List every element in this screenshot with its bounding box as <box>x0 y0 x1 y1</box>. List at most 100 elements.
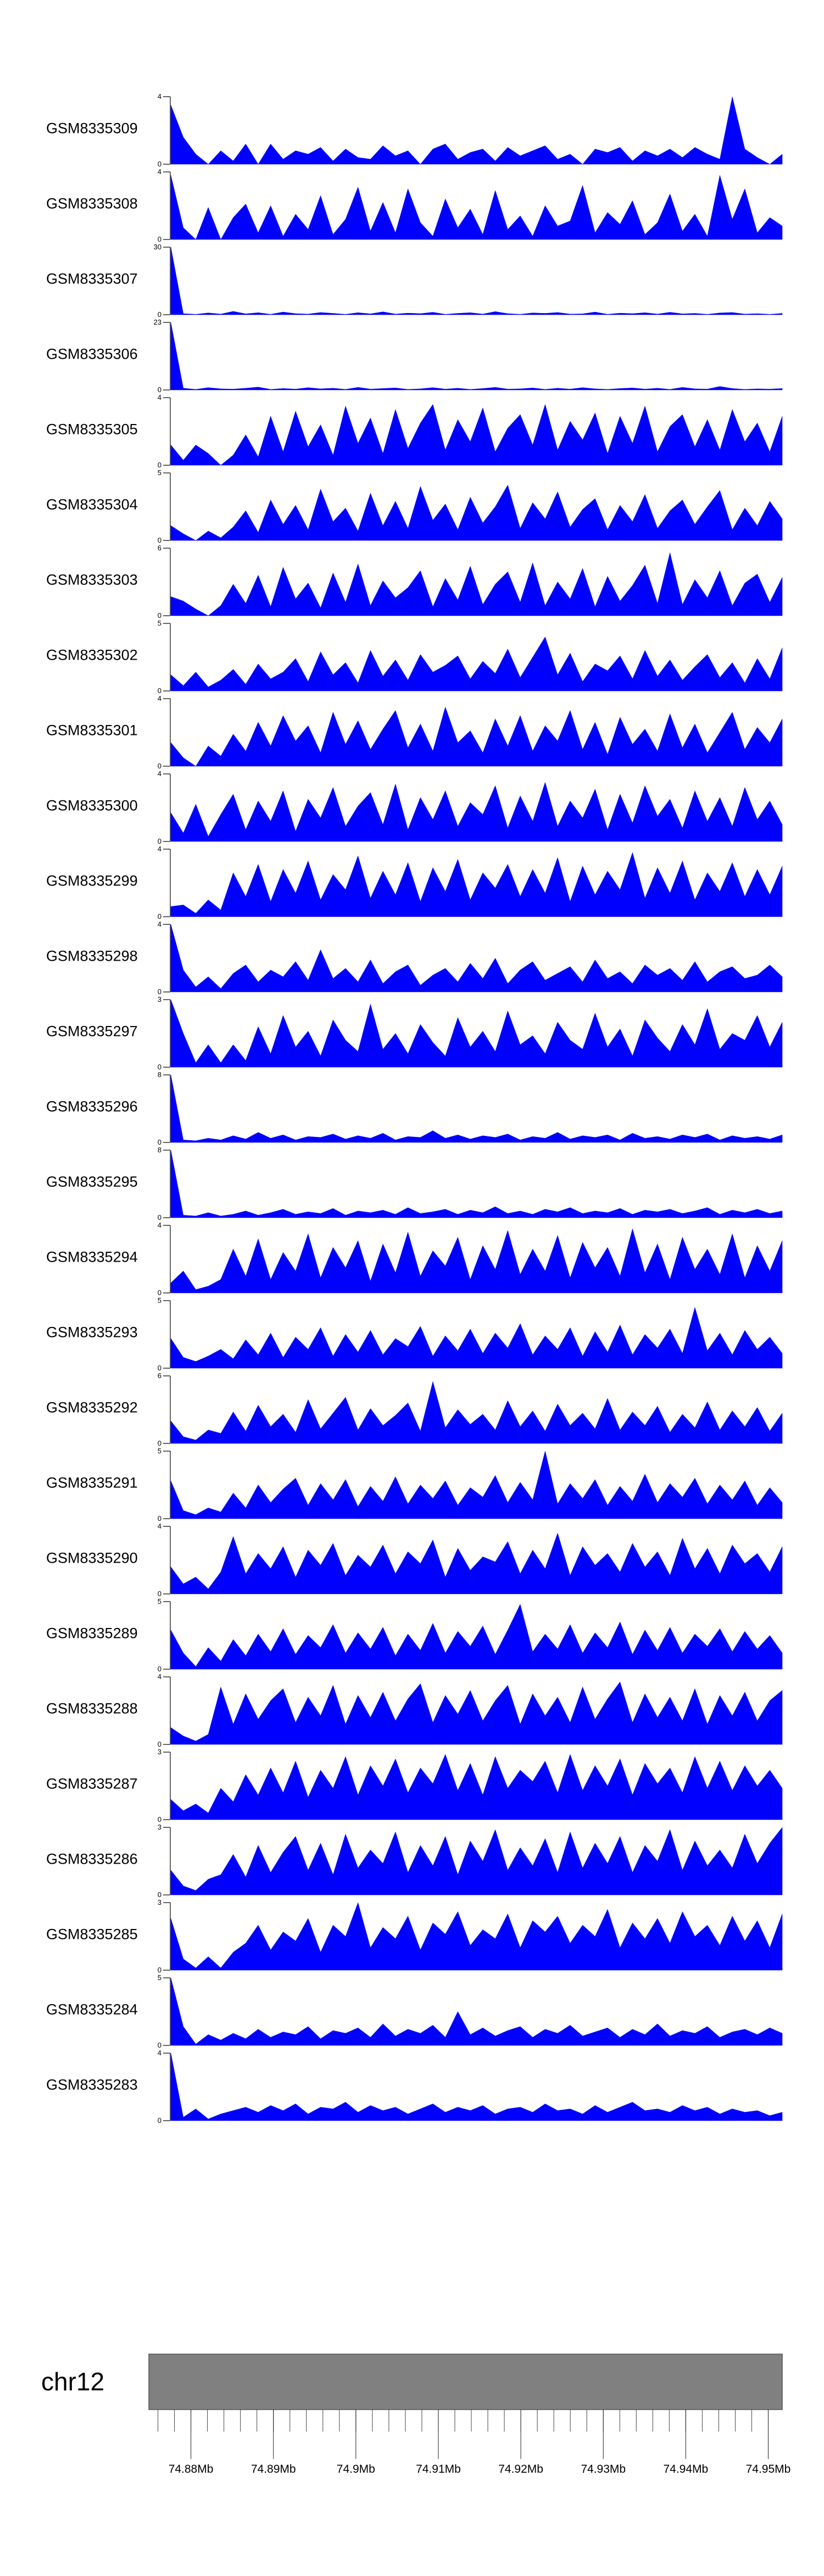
track-label: GSM8335300 <box>46 798 138 814</box>
signal-area <box>170 1228 783 1293</box>
track-label: GSM8335291 <box>46 1475 138 1491</box>
track-label: GSM8335305 <box>46 421 138 438</box>
y-min-label: 0 <box>158 1289 162 1297</box>
y-min-label: 0 <box>158 837 162 845</box>
signal-area <box>170 1754 783 1820</box>
y-max-label: 5 <box>158 1296 162 1304</box>
chromosome-label: chr12 <box>41 2367 104 2396</box>
y-min-label: 0 <box>158 1514 162 1523</box>
signal-area <box>170 999 783 1068</box>
y-min-label: 0 <box>158 235 162 243</box>
signal-area <box>170 1681 783 1745</box>
track-label: GSM8335287 <box>46 1776 138 1792</box>
signal-area <box>170 1902 783 1971</box>
track-GSM8335293: GSM8335293 5 0 <box>46 1296 783 1372</box>
signal-area <box>170 924 783 993</box>
signal-area <box>170 175 783 240</box>
y-max-label: 3 <box>158 995 162 1003</box>
y-max-label: 5 <box>158 619 162 627</box>
y-max-label: 6 <box>158 544 162 552</box>
track-GSM8335292: GSM8335292 6 0 <box>46 1371 783 1447</box>
signal-area <box>170 322 783 391</box>
y-min-label: 0 <box>158 1138 162 1146</box>
track-label: GSM8335289 <box>46 1625 138 1642</box>
track-GSM8335299: GSM8335299 4 0 <box>46 845 783 921</box>
track-GSM8335290: GSM8335290 4 0 <box>46 1522 783 1598</box>
y-max-label: 5 <box>158 1973 162 1982</box>
signal-area <box>170 1532 783 1594</box>
y-max-label: 4 <box>158 1221 162 1229</box>
y-max-label: 4 <box>158 770 162 778</box>
signal-area <box>170 96 783 165</box>
signal-area <box>170 1451 783 1519</box>
y-min-label: 0 <box>158 1740 162 1748</box>
y-min-label: 0 <box>158 1966 162 1974</box>
track-label: GSM8335306 <box>46 346 138 363</box>
signal-area <box>170 1977 783 2046</box>
y-min-label: 0 <box>158 536 162 544</box>
track-label: GSM8335298 <box>46 948 138 964</box>
y-max-label: 5 <box>158 469 162 477</box>
track-GSM8335298: GSM8335298 4 0 <box>46 920 783 996</box>
track-GSM8335306: GSM8335306 23 0 <box>46 318 783 394</box>
y-max-label: 3 <box>158 1898 162 1906</box>
track-label: GSM8335296 <box>46 1099 138 1115</box>
y-min-label: 0 <box>158 611 162 620</box>
y-max-label: 4 <box>158 1522 162 1530</box>
track-GSM8335295: GSM8335295 8 0 <box>46 1146 783 1222</box>
track-label: GSM8335285 <box>46 1926 138 1943</box>
y-max-label: 4 <box>158 92 162 101</box>
signal-area <box>170 404 783 466</box>
track-GSM8335289: GSM8335289 5 0 <box>46 1597 783 1673</box>
x-tick-label: 74.9Mb <box>337 2463 375 2475</box>
y-min-label: 0 <box>158 2041 162 2049</box>
y-min-label: 0 <box>158 1364 162 1372</box>
y-max-label: 23 <box>154 318 162 326</box>
track-label: GSM8335297 <box>46 1023 138 1040</box>
y-max-label: 4 <box>158 1672 162 1681</box>
x-tick-label: 74.93Mb <box>581 2463 626 2475</box>
track-label: GSM8335299 <box>46 873 138 889</box>
track-label: GSM8335294 <box>46 1249 138 1265</box>
signal-area <box>170 1307 783 1369</box>
signal-area <box>170 1604 783 1670</box>
signal-area <box>170 1074 783 1143</box>
signal-area <box>170 2053 783 2121</box>
y-min-label: 0 <box>158 1439 162 1447</box>
signal-area <box>170 852 783 917</box>
y-max-label: 4 <box>158 2049 162 2057</box>
chromosome-axis: chr12 74.88Mb 74.89Mb 74.9Mb 74.91Mb 74.92Mb 7… <box>41 2354 790 2475</box>
y-min-label: 0 <box>158 1815 162 1824</box>
track-GSM8335294: GSM8335294 4 0 <box>46 1221 783 1297</box>
y-max-label: 5 <box>158 1447 162 1455</box>
track-GSM8335308: GSM8335308 4 0 <box>46 168 783 243</box>
signal-area <box>170 637 783 692</box>
track-GSM8335305: GSM8335305 4 0 <box>46 393 783 469</box>
track-GSM8335283: GSM8335283 4 0 <box>46 2049 783 2125</box>
track-label: GSM8335309 <box>46 120 138 137</box>
track-GSM8335297: GSM8335297 3 0 <box>46 995 783 1071</box>
y-min-label: 0 <box>158 912 162 921</box>
track-label: GSM8335290 <box>46 1550 138 1566</box>
x-tick-label: 74.94Mb <box>663 2463 708 2475</box>
y-max-label: 3 <box>158 1823 162 1831</box>
y-max-label: 4 <box>158 168 162 176</box>
signal-area <box>170 1827 783 1895</box>
track-GSM8335301: GSM8335301 4 0 <box>46 694 783 770</box>
signal-area <box>170 247 783 315</box>
track-GSM8335286: GSM8335286 3 0 <box>46 1823 783 1899</box>
y-max-label: 8 <box>158 1146 162 1154</box>
track-GSM8335302: GSM8335302 5 0 <box>46 619 783 695</box>
y-min-label: 0 <box>158 1213 162 1222</box>
track-label: GSM8335304 <box>46 497 138 513</box>
track-GSM8335300: GSM8335300 4 0 <box>46 770 783 845</box>
y-max-label: 3 <box>158 1748 162 1756</box>
y-max-label: 30 <box>154 243 162 251</box>
track-label: GSM8335288 <box>46 1700 138 1717</box>
x-tick-label: 74.92Mb <box>498 2463 543 2475</box>
y-min-label: 0 <box>158 160 162 168</box>
y-min-label: 0 <box>158 1665 162 1673</box>
track-label: GSM8335301 <box>46 722 138 739</box>
track-GSM8335287: GSM8335287 3 0 <box>46 1748 783 1824</box>
y-min-label: 0 <box>158 687 162 695</box>
